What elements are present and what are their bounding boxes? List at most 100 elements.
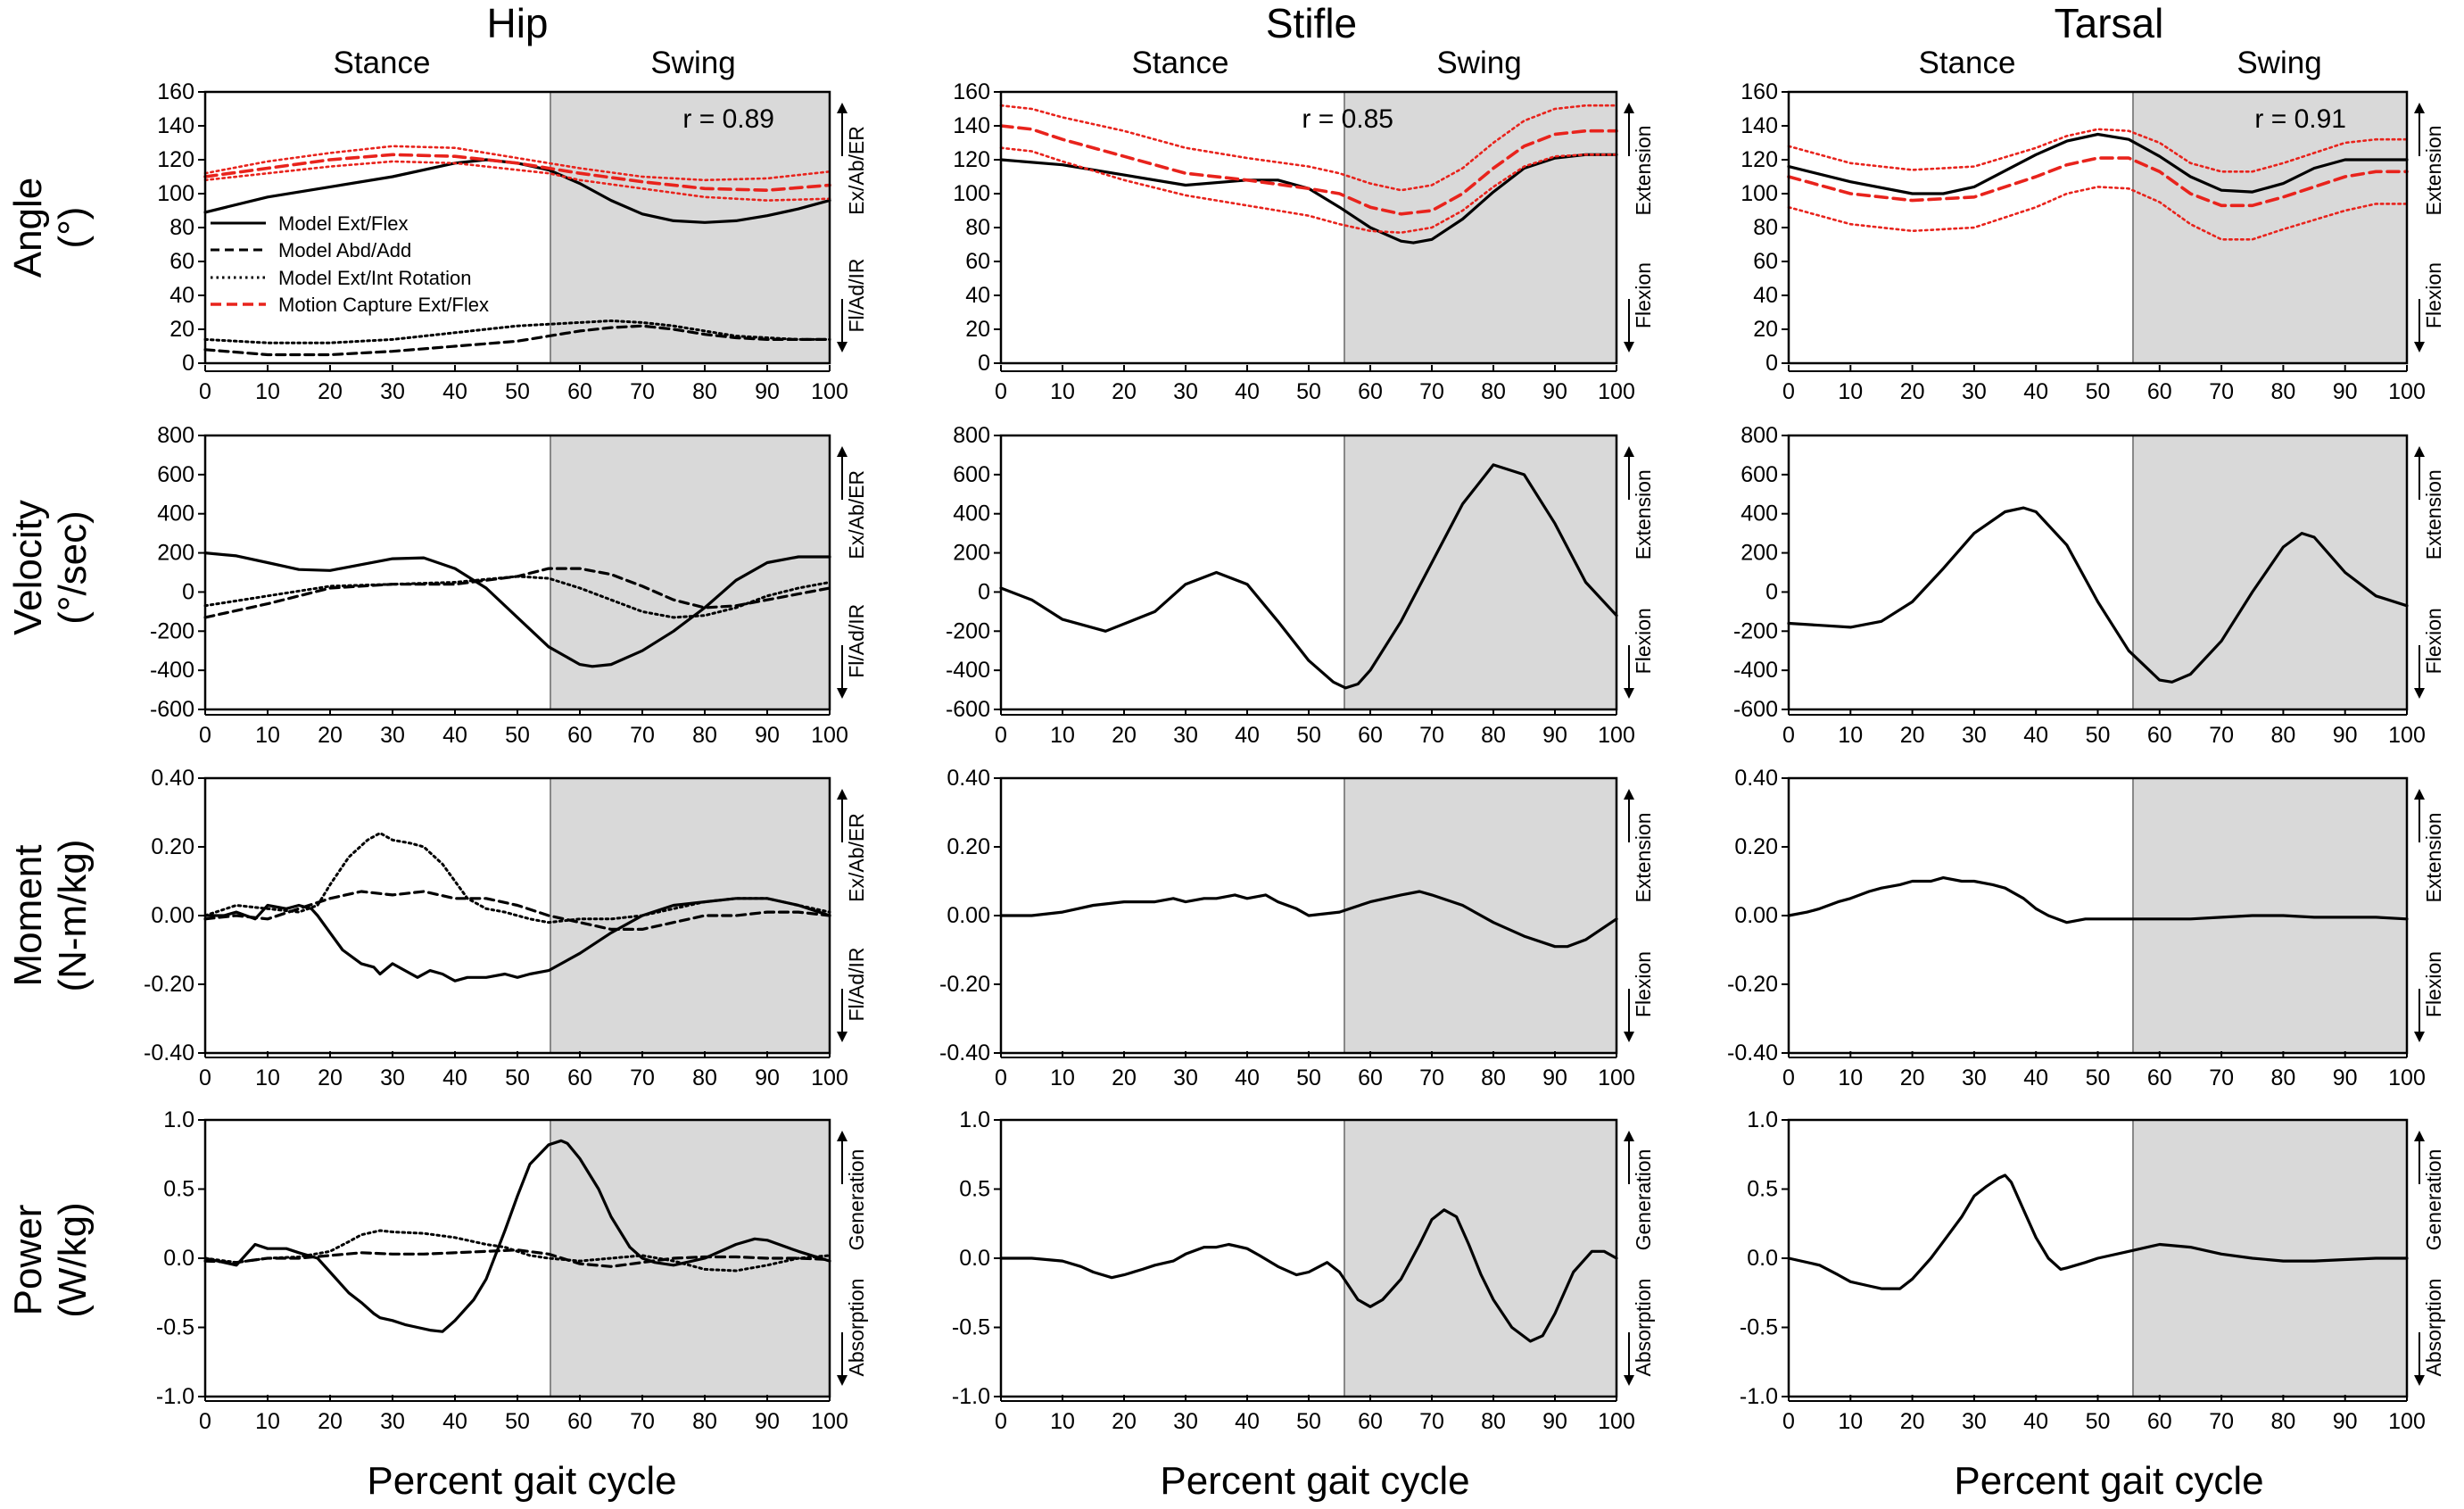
y-tick-label: 0.40 (947, 766, 990, 791)
row-title-power: Power (6, 1205, 50, 1316)
direction-label-up: Extension (2422, 125, 2445, 215)
y-tick-label: 0.40 (151, 766, 194, 791)
x-axis-title-tarsal: Percent gait cycle (1954, 1459, 2263, 1503)
x-tick-label: 100 (1598, 1065, 1635, 1090)
series-model-ext-flex (999, 890, 1618, 949)
x-tick-label: 30 (380, 1065, 405, 1090)
series-mocap-upper (203, 145, 831, 182)
x-tick-label: 20 (1900, 1065, 1925, 1090)
y-tick-label: 140 (1741, 113, 1778, 138)
x-tick-label: 0 (995, 379, 1007, 404)
arrow-head-down (837, 1375, 848, 1386)
x-tick-label: 80 (1481, 723, 1506, 748)
x-tick-label: 60 (1358, 1409, 1383, 1434)
x-tick-label: 0 (995, 1409, 1007, 1434)
x-tick-label: 50 (2086, 723, 2111, 748)
y-tick-label: -1.0 (156, 1384, 194, 1409)
direction-up: Ex/Ab/ER (837, 446, 868, 560)
swing-shade (2133, 92, 2407, 363)
x-tick-label: 50 (505, 1409, 530, 1434)
direction-down: Flexion (1624, 951, 1655, 1042)
panel-stifle-velocity: -600 -400 -200 0 200 400 600 800 0 10 20 30 40 50 60 70… (946, 423, 1655, 748)
arrow-head-up (1624, 446, 1634, 457)
x-tick-label: 10 (255, 1409, 280, 1434)
x-tick-label: 90 (2333, 723, 2358, 748)
x-tick-label: 10 (1050, 1065, 1075, 1090)
x-tick-label: 20 (1112, 1065, 1137, 1090)
x-tick-label: 0 (1782, 1409, 1795, 1434)
x-axis-title-stifle: Percent gait cycle (1160, 1459, 1469, 1503)
direction-up: Generation (1624, 1131, 1655, 1250)
series-model-ext-flex (203, 1139, 831, 1333)
direction-label-up: Ex/Ab/ER (845, 813, 868, 902)
x-tick-label: 40 (2023, 723, 2048, 748)
x-tick-label: 30 (1173, 379, 1198, 404)
x-tick-label: 10 (1838, 723, 1863, 748)
direction-down: Fl/Ad/IR (837, 258, 868, 352)
direction-down: Flexion (1624, 262, 1655, 352)
direction-label-up: Generation (2422, 1149, 2445, 1251)
x-tick-label: 40 (442, 1065, 467, 1090)
y-tick-label: -0.5 (952, 1315, 990, 1340)
direction-label-down: Absorption (845, 1279, 868, 1377)
y-tick-label: -1.0 (1740, 1384, 1778, 1409)
x-tick-label: 20 (1112, 723, 1137, 748)
x-tick-label: 40 (2023, 1409, 2048, 1434)
x-axis-title-hip: Percent gait cycle (367, 1459, 676, 1503)
series-model-ext-int (203, 832, 831, 924)
y-tick-label: 0.0 (959, 1246, 990, 1271)
x-tick-label: 60 (2147, 379, 2172, 404)
y-tick-label: -1.0 (952, 1384, 990, 1409)
series-model-abd-add (203, 890, 831, 931)
x-tick-label: 40 (1235, 379, 1260, 404)
y-tick-label: 40 (1753, 283, 1778, 308)
direction-up: Extension (2414, 789, 2445, 903)
x-tick-label: 70 (630, 723, 655, 748)
direction-down: Fl/Ad/IR (837, 604, 868, 699)
y-tick-label: 0 (182, 579, 194, 604)
phase-label-stance-stifle: Stance (1132, 46, 1229, 80)
arrow-head-up (1624, 789, 1634, 800)
x-tick-label: 0 (1782, 723, 1795, 748)
direction-label-down: Flexion (1632, 608, 1655, 674)
x-tick-label: 20 (1112, 1409, 1137, 1434)
swing-shade (550, 92, 830, 363)
row-title-power-unit: (W/kg) (51, 1202, 95, 1318)
arrow-head-down (2414, 342, 2425, 352)
swing-shade (550, 778, 830, 1053)
y-tick-label: 120 (157, 147, 194, 172)
y-tick-label: -200 (1733, 618, 1778, 643)
y-tick-label: 100 (1741, 181, 1778, 206)
x-tick-label: 80 (2270, 379, 2295, 404)
x-tick-label: 100 (2388, 1065, 2426, 1090)
x-tick-label: 40 (1235, 1409, 1260, 1434)
x-tick-label: 80 (2270, 1409, 2295, 1434)
y-tick-label: 800 (157, 423, 194, 448)
x-tick-label: 10 (255, 379, 280, 404)
y-tick-label: -600 (150, 697, 194, 722)
arrow-head-down (1624, 688, 1634, 699)
series-model-ext-flex (203, 897, 831, 983)
arrow-head-up (837, 446, 848, 457)
y-tick-label: 160 (1741, 79, 1778, 104)
y-tick-label: -0.20 (144, 972, 194, 997)
y-tick-label: 0 (978, 351, 990, 376)
x-tick-label: 0 (1782, 379, 1795, 404)
x-tick-label: 60 (2147, 1065, 2172, 1090)
x-tick-label: 90 (1542, 1409, 1567, 1434)
x-tick-label: 20 (1900, 723, 1925, 748)
y-tick-label: 100 (157, 181, 194, 206)
x-tick-label: 0 (1782, 1065, 1795, 1090)
x-tick-label: 10 (1838, 1409, 1863, 1434)
direction-label-down: Flexion (1632, 262, 1655, 328)
x-tick-label: 50 (2086, 1065, 2111, 1090)
x-tick-label: 70 (1419, 1409, 1444, 1434)
series-model-abd-add (203, 324, 831, 357)
direction-label-down: Flexion (1632, 951, 1655, 1017)
y-tick-label: 0.5 (163, 1177, 194, 1202)
y-tick-label: -0.5 (156, 1315, 194, 1340)
arrow-head-up (837, 789, 848, 800)
y-tick-label: 60 (965, 249, 990, 274)
x-tick-label: 90 (1542, 1065, 1567, 1090)
x-tick-label: 80 (692, 723, 717, 748)
